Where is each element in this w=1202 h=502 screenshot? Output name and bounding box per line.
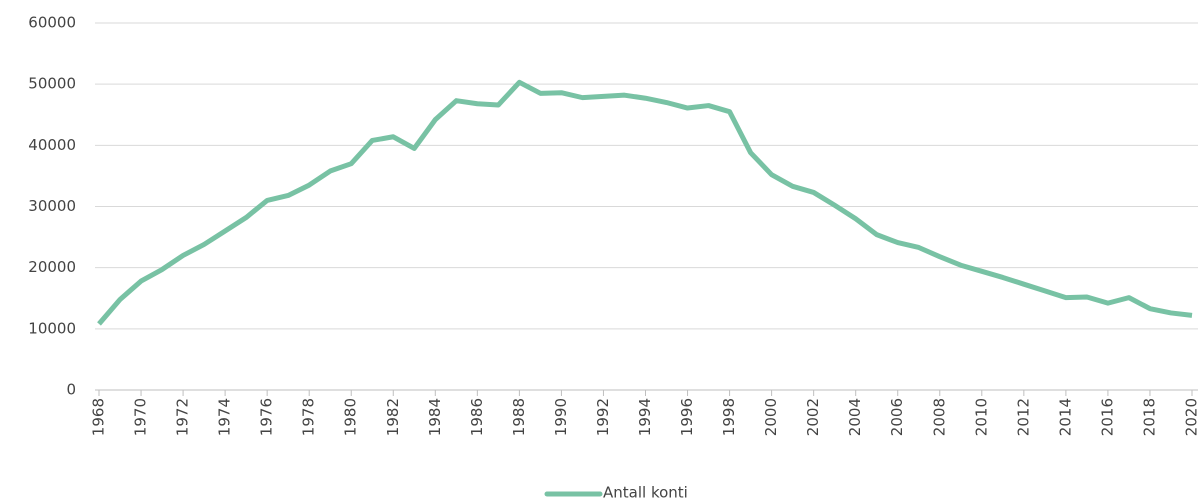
line-series [97,79,1193,326]
x-tick-label: 2018 [1140,398,1158,436]
x-tick-label: 2006 [888,398,906,436]
x-tick-label: 1986 [468,398,486,436]
x-tick-label: 2020 [1183,398,1201,436]
y-tick-label: 0 [66,381,76,399]
y-tick-label: 40000 [28,136,76,154]
x-tick-label: 1974 [216,398,234,436]
x-tick-label: 1998 [720,398,738,436]
x-tick-label: 1968 [90,398,108,436]
x-tick-label: 1984 [426,398,444,436]
x-tick-label: 1994 [636,398,654,436]
x-tick-label: 1988 [510,398,528,436]
x-tick-label: 2012 [1014,398,1032,436]
x-tick-label: 1970 [132,398,150,436]
x-tick-label: 1996 [678,398,696,436]
y-tick-label: 30000 [28,197,76,215]
x-tick-label: 1982 [384,398,402,436]
x-tick-label: 2014 [1056,398,1074,436]
x-tick-label: 1990 [552,398,570,436]
x-tick-label: 2002 [804,398,822,436]
x-tick-label: 1972 [174,398,192,436]
x-tick-label: 2010 [972,398,990,436]
y-tick-label: 20000 [28,258,76,276]
x-tick-label: 2000 [762,398,780,436]
x-tick-label: 1978 [300,398,318,436]
y-tick-label: 10000 [28,319,76,337]
x-tick-label: 2008 [930,398,948,436]
x-tick-label: 2016 [1098,398,1116,436]
y-tick-label: 60000 [28,14,76,32]
y-tick-label: 50000 [28,75,76,93]
x-tick-label: 1992 [594,398,612,436]
x-tick-label: 1980 [342,398,360,436]
x-tick-label: 2004 [846,398,864,436]
x-tick-label: 1976 [258,398,276,436]
legend-label: Antall konti [603,484,688,502]
